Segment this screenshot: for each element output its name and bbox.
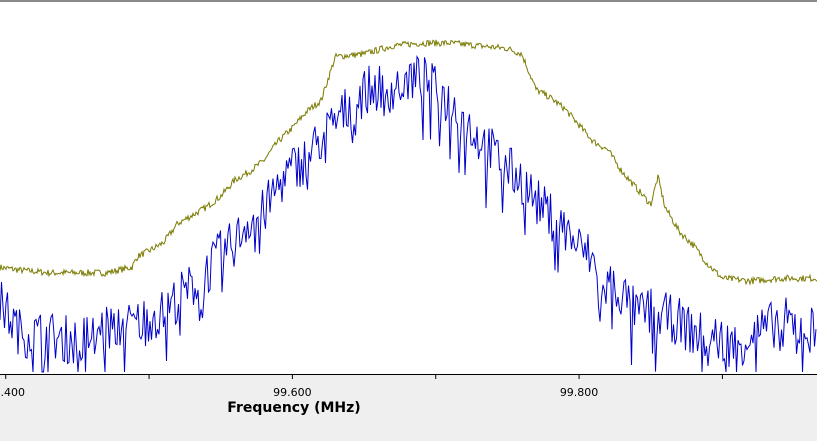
x-tick-label: 99.400 (0, 386, 25, 399)
x-axis-line (0, 374, 817, 375)
x-tick-label: 99.600 (273, 386, 312, 399)
spectrum-plot-area[interactable] (0, 2, 817, 374)
spectrum-trace-1 (0, 39, 817, 286)
window-top-border (0, 0, 817, 2)
x-axis-panel (0, 374, 817, 441)
x-axis-title: Frequency (MHz) (227, 400, 361, 416)
x-tick-label: 99.800 (559, 386, 599, 399)
spectrum-trace-2 (0, 54, 817, 373)
